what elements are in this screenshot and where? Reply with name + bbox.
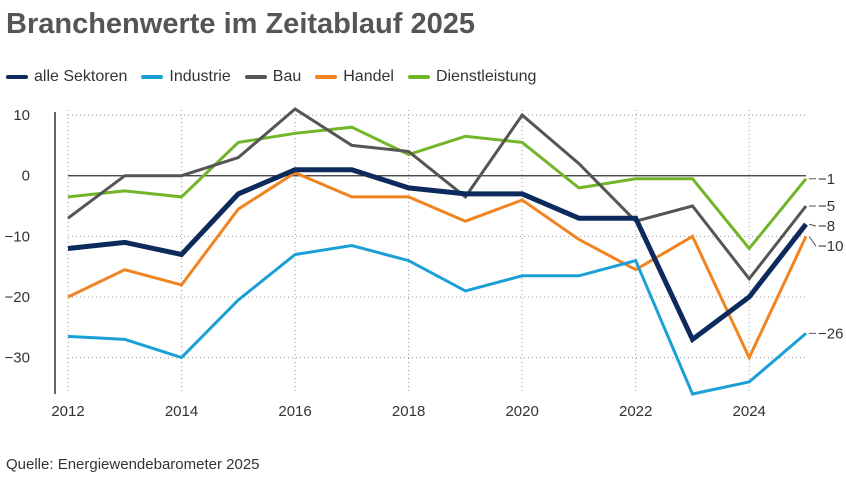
- end-value-label: −5: [818, 198, 835, 215]
- legend-swatch: [407, 75, 430, 79]
- y-tick-label: 0: [22, 168, 30, 185]
- x-tick-label: 2018: [392, 403, 425, 420]
- legend-item-0: alle Sektoren: [6, 68, 127, 86]
- end-value-label: −1: [818, 171, 835, 188]
- chart-legend: alle Sektoren Industrie Bau Handel Dienstlei…: [6, 66, 550, 88]
- chart-source: Quelle: Energiewendebarometer 2025: [6, 456, 260, 473]
- legend-item-3: Handel: [315, 68, 394, 86]
- series-line-1: [67, 243, 807, 396]
- legend-label: alle Sektoren: [34, 68, 128, 85]
- x-tick-label: 2020: [505, 403, 538, 420]
- legend-swatch: [244, 75, 267, 79]
- series-line-2: [67, 107, 808, 282]
- end-value-label: −10: [818, 238, 843, 255]
- chart-title: Branchenwerte im Zeitablauf 2025: [6, 8, 475, 40]
- end-label-leader: [808, 223, 817, 227]
- end-value-label: −8: [818, 218, 835, 235]
- x-tick-label: 2022: [619, 403, 652, 420]
- legend-item-1: Industrie: [141, 68, 231, 86]
- series-line-0: [67, 167, 808, 344]
- legend-swatch: [315, 75, 338, 79]
- series-line-3: [67, 171, 808, 362]
- legend-label: Bau: [272, 68, 302, 85]
- x-tick-label: 2014: [165, 403, 198, 420]
- y-tick-label: −10: [5, 228, 30, 245]
- legend-swatch: [141, 75, 164, 79]
- legend-item-4: Dienstleistung: [407, 68, 537, 86]
- legend-item-2: Bau: [244, 68, 302, 86]
- legend-swatch: [6, 75, 28, 79]
- end-label-leader: [808, 236, 817, 247]
- x-tick-label: 2016: [278, 403, 311, 420]
- series-line-4: [67, 125, 808, 251]
- y-tick-label: 10: [13, 107, 30, 124]
- legend-label: Industrie: [169, 68, 231, 85]
- x-tick-label: 2012: [51, 403, 84, 420]
- y-tick-label: −30: [5, 350, 30, 367]
- y-tick-label: −20: [5, 289, 30, 306]
- x-tick-label: 2024: [733, 403, 766, 420]
- legend-label: Handel: [343, 68, 394, 85]
- legend-label: Dienstleistung: [435, 68, 537, 85]
- end-value-label: −26: [818, 325, 843, 342]
